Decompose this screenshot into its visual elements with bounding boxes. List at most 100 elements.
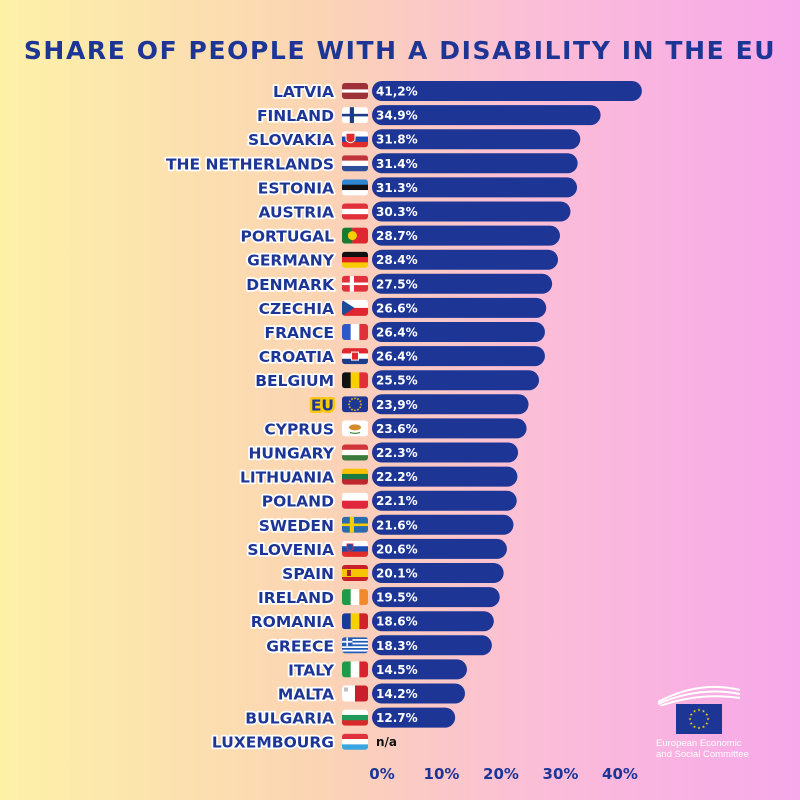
category-label: SPAIN xyxy=(282,565,334,583)
value-label: 12.7% xyxy=(376,711,418,725)
category-label: THE NETHERLANDS xyxy=(166,155,334,173)
flag-denmark-icon xyxy=(342,275,368,292)
flag-eu-icon xyxy=(342,396,368,413)
category-label: CZECHIA xyxy=(259,300,334,318)
value-label: 41,2% xyxy=(376,85,418,99)
flag-france-icon xyxy=(342,324,368,340)
category-label: PORTUGAL xyxy=(240,228,334,246)
category-label: IRELAND xyxy=(258,589,334,607)
category-label: HUNGARY xyxy=(248,445,334,463)
flag-finland-icon xyxy=(342,107,368,124)
flag-czechia-icon xyxy=(342,299,368,316)
flag-slovenia-icon xyxy=(342,540,368,557)
flag-poland-icon xyxy=(342,492,368,509)
bar xyxy=(372,105,601,126)
category-label: GERMANY xyxy=(247,252,335,270)
value-label: 18.3% xyxy=(376,639,418,653)
x-tick-label: 20% xyxy=(483,765,519,783)
value-label: 34.9% xyxy=(376,109,418,123)
value-label: 19.5% xyxy=(376,591,418,605)
eesc-name-line2: and Social Committee xyxy=(656,749,749,760)
flag-spain-icon xyxy=(342,565,368,581)
category-label: LITHUANIA xyxy=(240,469,334,487)
flag-austria-icon xyxy=(342,203,368,220)
bar xyxy=(372,153,578,174)
flag-bulgaria-icon xyxy=(342,709,368,726)
bar xyxy=(372,466,518,487)
category-label: BELGIUM xyxy=(255,372,334,390)
bar xyxy=(372,322,545,342)
category-label: LUXEMBOURG xyxy=(212,734,334,752)
value-label: 21.6% xyxy=(376,518,418,532)
bar xyxy=(372,346,545,367)
bar xyxy=(372,129,581,150)
category-label: ESTONIA xyxy=(258,179,334,197)
flag-cyprus-icon xyxy=(342,420,368,437)
value-label: 23,9% xyxy=(376,398,418,412)
category-label: LATVIA xyxy=(273,83,334,101)
flag-malta-icon xyxy=(342,685,368,702)
flag-romania-icon xyxy=(342,613,368,630)
value-label: 26.4% xyxy=(376,326,418,340)
value-label: 28.7% xyxy=(376,229,418,243)
category-label: POLAND xyxy=(262,493,334,511)
bar xyxy=(372,418,527,439)
bar xyxy=(372,611,494,632)
category-label: SWEDEN xyxy=(259,517,334,535)
value-label: 25.5% xyxy=(376,374,418,388)
bar xyxy=(372,81,642,101)
value-label: 31.4% xyxy=(376,157,418,171)
category-label: ROMANIA xyxy=(251,613,334,631)
value-label: 31.3% xyxy=(376,181,418,195)
bar xyxy=(372,442,519,463)
flag-estonia-icon xyxy=(342,179,368,196)
bar xyxy=(372,177,578,198)
category-label: GREECE xyxy=(266,637,334,655)
eesc-name-line1: European Economic xyxy=(656,738,742,749)
eesc-arcs-icon xyxy=(657,685,741,706)
flag-lithuania-icon xyxy=(342,468,368,485)
flag-croatia-icon xyxy=(342,348,368,365)
category-label: MALTA xyxy=(278,686,334,704)
bar xyxy=(372,490,517,511)
bar xyxy=(372,201,571,222)
value-label: 20.1% xyxy=(376,567,418,581)
category-label: DENMARK xyxy=(246,276,335,294)
flag-hungary-icon xyxy=(342,444,368,461)
value-label: 23.6% xyxy=(376,422,418,436)
flag-portugal-icon xyxy=(342,227,368,244)
value-label: 22.3% xyxy=(376,446,418,460)
value-label: 22.2% xyxy=(376,470,418,484)
chart-title: SHARE OF PEOPLE WITH A DISABILITY IN THE… xyxy=(23,36,777,65)
category-label: CYPRUS xyxy=(264,420,334,438)
value-label: 26.4% xyxy=(376,350,418,364)
flag-slovakia-icon xyxy=(342,131,368,148)
bar xyxy=(372,370,540,391)
eesc-name: European Economic and Social Committee xyxy=(656,738,766,760)
bar xyxy=(372,514,514,535)
x-tick-label: 30% xyxy=(543,765,579,783)
bar xyxy=(372,635,492,656)
flag-belgium-icon xyxy=(342,372,368,389)
value-label: 28.4% xyxy=(376,253,418,267)
value-label: 26.6% xyxy=(376,301,418,315)
category-label: AUSTRIA xyxy=(258,204,334,222)
value-label: 20.6% xyxy=(376,542,418,556)
bar xyxy=(372,683,466,704)
bar xyxy=(372,297,547,318)
value-label: 14.5% xyxy=(376,663,418,677)
value-label: 14.2% xyxy=(376,687,418,701)
eesc-logo: European Economic and Social Committee xyxy=(648,684,768,774)
bar xyxy=(372,249,559,270)
bar xyxy=(372,273,553,294)
bar xyxy=(372,659,467,680)
bar xyxy=(372,587,500,608)
value-label: 31.8% xyxy=(376,133,418,147)
bar xyxy=(372,538,507,559)
x-tick-label: 40% xyxy=(602,765,638,783)
category-label: CROATIA xyxy=(259,348,334,366)
category-label: SLOVAKIA xyxy=(248,131,334,149)
flag-netherlands-icon xyxy=(342,155,368,172)
category-label: FRANCE xyxy=(265,324,334,342)
